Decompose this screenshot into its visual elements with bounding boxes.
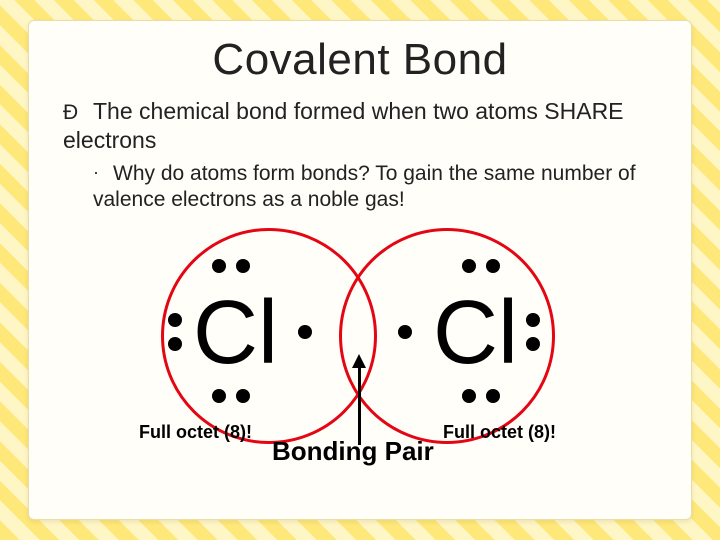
- electron-dot: [212, 389, 226, 403]
- sub-bullet: ·Why do atoms form bonds? To gain the sa…: [63, 161, 657, 214]
- electron-dot: [486, 259, 500, 273]
- electron-dot: [168, 337, 182, 351]
- slide-title: Covalent Bond: [63, 35, 657, 85]
- definition-rest: chemical bond formed when two atoms SHAR…: [63, 98, 624, 153]
- electron-dot: [168, 313, 182, 327]
- electron-dot: [398, 325, 412, 339]
- electron-dot: [236, 259, 250, 273]
- electron-dot: [462, 389, 476, 403]
- definition-prefix: The: [93, 98, 133, 124]
- electron-dot: [298, 325, 312, 339]
- arrow-stem: [358, 367, 361, 445]
- octet-label-left: Full octet (8)!: [139, 422, 252, 443]
- electron-dot: [486, 389, 500, 403]
- atom-label-left: Cl: [193, 288, 278, 378]
- definition-bullet: ĐThe chemical bond formed when two atoms…: [63, 97, 657, 155]
- sub-bullet-icon: ·: [93, 161, 113, 184]
- electron-dot: [236, 389, 250, 403]
- lewis-diagram: Cl Cl Full octet (8)! Full octet (8)! Bondin…: [63, 226, 663, 466]
- sub-bullet-text: Why do atoms form bonds? To gain the sam…: [93, 162, 636, 211]
- bonding-pair-label: Bonding Pair: [272, 436, 434, 467]
- electron-dot: [526, 313, 540, 327]
- atom-label-right: Cl: [433, 288, 518, 378]
- electron-dot: [212, 259, 226, 273]
- electron-dot: [526, 337, 540, 351]
- bullet-icon: Đ: [63, 100, 93, 126]
- slide-card: Covalent Bond ĐThe chemical bond formed …: [28, 20, 692, 520]
- arrow-icon: [352, 354, 366, 368]
- electron-dot: [462, 259, 476, 273]
- octet-label-right: Full octet (8)!: [443, 422, 556, 443]
